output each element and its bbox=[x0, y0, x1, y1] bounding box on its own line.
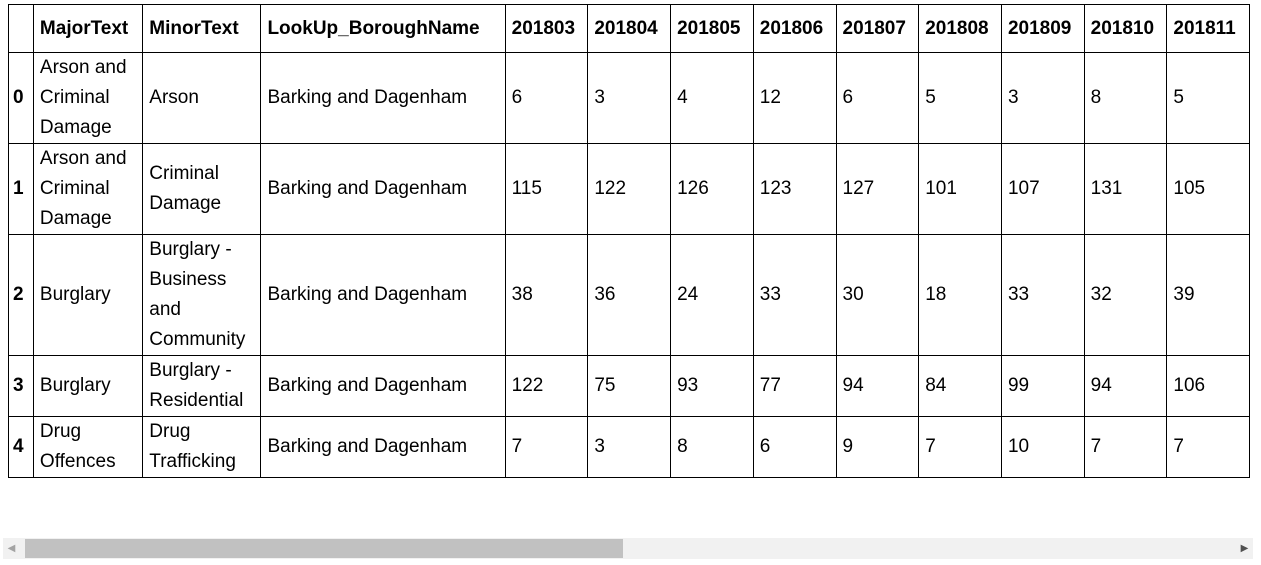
table-cell: 3 bbox=[1000, 52, 1085, 144]
header-row: MajorText MinorText LookUp_BoroughName 2… bbox=[8, 4, 1250, 53]
scroll-right-arrow-icon[interactable]: ▶ bbox=[1240, 543, 1249, 554]
table-cell: Burglary - Business and Community bbox=[142, 234, 262, 356]
table-cell: 77 bbox=[752, 355, 837, 417]
column-header: LookUp_BoroughName bbox=[260, 4, 506, 53]
column-header: 201806 bbox=[752, 4, 837, 53]
table-row: 0 Arson and Criminal Damage Arson Barkin… bbox=[8, 52, 1250, 144]
column-header: MinorText bbox=[142, 4, 262, 53]
table-cell: 5 bbox=[918, 52, 1002, 144]
table-cell: 24 bbox=[670, 234, 754, 356]
table-cell: 30 bbox=[835, 234, 920, 356]
table-cell: 33 bbox=[1000, 234, 1085, 356]
table-cell: 18 bbox=[918, 234, 1002, 356]
row-index: 4 bbox=[8, 416, 34, 478]
table-cell: 8 bbox=[670, 416, 754, 478]
row-index: 0 bbox=[8, 52, 34, 144]
table-cell: Barking and Dagenham bbox=[260, 355, 506, 417]
table-cell: 115 bbox=[504, 143, 589, 235]
table-cell: 3 bbox=[587, 416, 672, 478]
table-cell: 105 bbox=[1166, 143, 1250, 235]
dataframe-table: MajorText MinorText LookUp_BoroughName 2… bbox=[8, 4, 1250, 478]
scrollbar-thumb[interactable] bbox=[25, 539, 623, 558]
table-cell: 3 bbox=[587, 52, 672, 144]
table-cell: 7 bbox=[1166, 416, 1250, 478]
table-cell: 99 bbox=[1000, 355, 1085, 417]
table-cell: Burglary bbox=[32, 234, 144, 356]
table-cell: 6 bbox=[504, 52, 589, 144]
row-index: 2 bbox=[8, 234, 34, 356]
table-cell: 122 bbox=[587, 143, 672, 235]
table-cell: 7 bbox=[1083, 416, 1168, 478]
column-header: 201810 bbox=[1083, 4, 1168, 53]
table-cell: Barking and Dagenham bbox=[260, 52, 506, 144]
table-cell: Criminal Damage bbox=[142, 143, 262, 235]
table-cell: Barking and Dagenham bbox=[260, 234, 506, 356]
table-row: 4 Drug Offences Drug Trafficking Barking… bbox=[8, 416, 1250, 478]
table-cell: 7 bbox=[504, 416, 589, 478]
column-header: 201807 bbox=[835, 4, 920, 53]
table-row: 1 Arson and Criminal Damage Criminal Dam… bbox=[8, 143, 1250, 235]
table-cell: 126 bbox=[670, 143, 754, 235]
table-cell: 33 bbox=[752, 234, 837, 356]
table-cell: 101 bbox=[918, 143, 1002, 235]
table-cell: Drug Offences bbox=[32, 416, 144, 478]
table-cell: 4 bbox=[670, 52, 754, 144]
dataframe-viewport: MajorText MinorText LookUp_BoroughName 2… bbox=[8, 4, 1250, 538]
table-cell: Arson and Criminal Damage bbox=[32, 52, 144, 144]
row-index: 1 bbox=[8, 143, 34, 235]
table-cell: 93 bbox=[670, 355, 754, 417]
column-header: MajorText bbox=[32, 4, 144, 53]
row-index: 3 bbox=[8, 355, 34, 417]
table-cell: 122 bbox=[504, 355, 589, 417]
table-row: 2 Burglary Burglary - Business and Commu… bbox=[8, 234, 1250, 356]
table-cell: 75 bbox=[587, 355, 672, 417]
table-cell: 107 bbox=[1000, 143, 1085, 235]
horizontal-scrollbar[interactable]: ◀ ▶ bbox=[3, 538, 1253, 559]
table-cell: 94 bbox=[1083, 355, 1168, 417]
table-cell: Burglary - Residential bbox=[142, 355, 262, 417]
table-cell: 94 bbox=[835, 355, 920, 417]
table-cell: 10 bbox=[1000, 416, 1085, 478]
table-cell: 5 bbox=[1166, 52, 1250, 144]
column-header: 201808 bbox=[918, 4, 1002, 53]
table-cell: Arson and Criminal Damage bbox=[32, 143, 144, 235]
index-header bbox=[8, 4, 34, 53]
table-cell: 6 bbox=[835, 52, 920, 144]
column-header: 201804 bbox=[587, 4, 672, 53]
table-cell: 131 bbox=[1083, 143, 1168, 235]
table-row: 3 Burglary Burglary - Residential Barkin… bbox=[8, 355, 1250, 417]
table-cell: 36 bbox=[587, 234, 672, 356]
table-cell: 6 bbox=[752, 416, 837, 478]
table-cell: 8 bbox=[1083, 52, 1168, 144]
table-cell: 12 bbox=[752, 52, 837, 144]
table-cell: 127 bbox=[835, 143, 920, 235]
table-cell: Arson bbox=[142, 52, 262, 144]
table-cell: 106 bbox=[1166, 355, 1250, 417]
table-cell: 84 bbox=[918, 355, 1002, 417]
table-cell: 38 bbox=[504, 234, 589, 356]
column-header: 201811 bbox=[1166, 4, 1250, 53]
table-cell: Barking and Dagenham bbox=[260, 416, 506, 478]
table-cell: 7 bbox=[918, 416, 1002, 478]
column-header: 201803 bbox=[504, 4, 589, 53]
column-header: 201805 bbox=[670, 4, 754, 53]
table-cell: 39 bbox=[1166, 234, 1250, 356]
table-cell: 123 bbox=[752, 143, 837, 235]
scroll-left-arrow-icon[interactable]: ◀ bbox=[7, 543, 16, 554]
table-cell: Drug Trafficking bbox=[142, 416, 262, 478]
table-cell: 32 bbox=[1083, 234, 1168, 356]
table-cell: Burglary bbox=[32, 355, 144, 417]
table-cell: Barking and Dagenham bbox=[260, 143, 506, 235]
column-header: 201809 bbox=[1000, 4, 1085, 53]
table-cell: 9 bbox=[835, 416, 920, 478]
